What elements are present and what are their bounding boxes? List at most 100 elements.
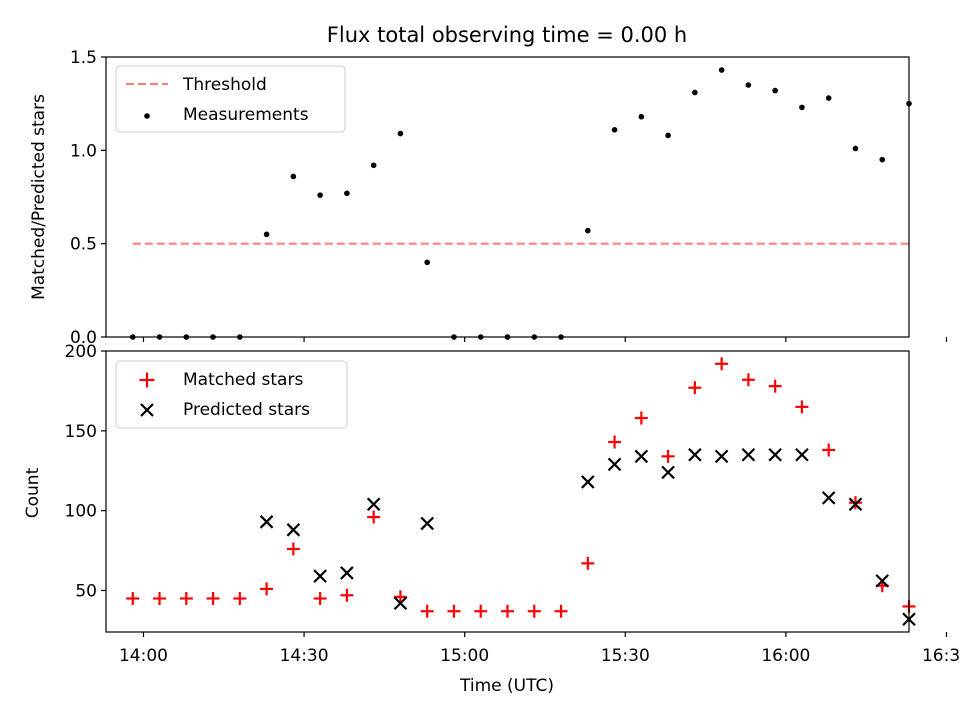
bottom-y-tick-label: 200: [65, 342, 97, 362]
measurements-point: [772, 87, 778, 94]
chart-title: Flux total observing time = 0.00 h: [327, 23, 687, 47]
predicted-stars-point: [393, 596, 408, 611]
bottom-y-tick-label: 100: [65, 502, 97, 522]
measurements-point: [611, 127, 618, 133]
counts-series: [126, 357, 916, 627]
measurements-point: [879, 156, 886, 163]
x-tick-label: 15:00: [440, 646, 489, 666]
bottom-plot-frame: [105, 350, 910, 633]
matched-stars-point: [313, 591, 327, 605]
matched-stars-point: [340, 588, 354, 602]
measurements-point: [397, 130, 404, 137]
measurements-point: [665, 132, 671, 139]
measurements-point: [585, 227, 591, 234]
matched-stars-point: [741, 373, 755, 387]
matched-stars-point: [179, 591, 193, 605]
top-y-axis-label: Matched/Predicted stars: [29, 94, 49, 300]
predicted-stars-point: [607, 457, 622, 472]
predicted-stars-point: [313, 569, 327, 583]
matched-stars-point: [715, 357, 729, 371]
measurements-point: [370, 162, 377, 169]
matched-stars-point: [393, 590, 407, 604]
measurements-point: [745, 82, 752, 88]
top-y-tick-label: 1.5: [70, 48, 97, 68]
predicted-stars-legend-swatch: [140, 403, 154, 417]
matched-stars-point: [634, 411, 648, 425]
matched-stars-point: [768, 379, 782, 393]
x-tick-label: 15:30: [601, 646, 650, 666]
matched-stars-point: [153, 591, 167, 605]
predicted-stars-point: [875, 574, 890, 588]
matched-stars-point: [447, 604, 461, 618]
top-legend-box: [115, 65, 346, 133]
matched-stars-point: [581, 556, 595, 570]
matched-stars-point: [848, 496, 862, 510]
top-panel: 0.0 0.5 1.0 1.5 Matched/Predicted stars Thr…: [29, 48, 948, 348]
top-axis-ticks: 0.0 0.5 1.0 1.5: [70, 48, 948, 348]
predicted-stars-point: [848, 497, 863, 512]
measurements-point: [290, 173, 297, 180]
measurements-legend-swatch: [144, 113, 150, 119]
measurements-point: [344, 190, 350, 197]
matched-stars-point: [822, 443, 836, 457]
bottom-axis-ticks: 50 100 150 200 14:00 14:30 15:00 15:30 16:00 16:3…: [65, 342, 960, 666]
matched-stars-point: [795, 400, 809, 414]
predicted-stars-point: [340, 566, 354, 580]
matched-stars-point: [126, 591, 140, 605]
predicted-stars-point: [661, 465, 675, 480]
predicted-stars-point: [688, 448, 702, 462]
predicted-stars-point: [259, 515, 274, 529]
x-tick-label: 16:00: [761, 646, 810, 666]
predicted-stars-point: [420, 516, 434, 531]
measurements-point: [825, 95, 832, 101]
matched-stars-point: [233, 591, 247, 605]
matched-stars-point: [688, 381, 702, 395]
predicted-stars-point: [366, 497, 381, 512]
x-axis-label: Time (UTC): [459, 676, 554, 696]
top-y-tick-label: 0.0: [70, 328, 97, 348]
top-y-tick-label: 0.5: [70, 235, 97, 255]
measurements-point: [263, 231, 270, 238]
top-legend: Threshold Measurements: [115, 65, 346, 133]
matched-stars-point: [554, 604, 568, 618]
predicted-stars-point: [741, 448, 756, 462]
bottom-legend: Matched stars Predicted stars: [115, 360, 348, 429]
predicted-stars-point: [714, 449, 729, 464]
matched-stars-point: [608, 435, 622, 449]
predicted-stars-point: [581, 475, 595, 489]
top-plot-frame: [105, 56, 910, 338]
predicted-stars-point: [634, 449, 649, 464]
matched-stars-point: [661, 449, 675, 463]
matched-stars-point: [474, 604, 488, 618]
measurements-point: [317, 192, 323, 198]
predicted-stars-point: [821, 491, 836, 505]
bottom-y-tick-label: 150: [65, 422, 97, 442]
matched-stars-point: [527, 604, 541, 618]
bottom-y-tick-label: 50: [75, 581, 97, 601]
matched-stars-point: [367, 510, 381, 524]
predicted-stars-point: [795, 448, 809, 462]
predicted-stars-point: [286, 523, 301, 537]
measurements-legend-label: Measurements: [183, 105, 309, 125]
matched-stars-legend-swatch: [139, 372, 155, 388]
bottom-panel: 50 100 150 200 14:00 14:30 15:00 15:30 16:00 16:3…: [23, 342, 960, 696]
top-y-tick-label: 1.0: [70, 141, 97, 161]
predicted-stars-legend-label: Predicted stars: [183, 400, 310, 420]
matched-stars-point: [286, 542, 300, 556]
matched-stars-point: [206, 591, 220, 605]
measurements-point: [852, 145, 859, 152]
measurements-point: [424, 259, 431, 266]
matched-stars-point: [420, 604, 434, 618]
predicted-stars-point: [768, 448, 782, 462]
x-tick-label: 14:00: [119, 646, 168, 666]
threshold-legend-label: Threshold: [182, 75, 267, 95]
x-tick-label: 14:30: [280, 646, 329, 666]
bottom-legend-box: [115, 360, 348, 429]
measurements-point: [718, 67, 725, 73]
matched-stars-point: [501, 604, 514, 618]
bottom-y-axis-label: Count: [23, 467, 43, 518]
matched-stars-point: [260, 582, 274, 596]
x-tick-label: 16:30: [922, 646, 960, 666]
matched-stars-legend-label: Matched stars: [183, 370, 303, 390]
